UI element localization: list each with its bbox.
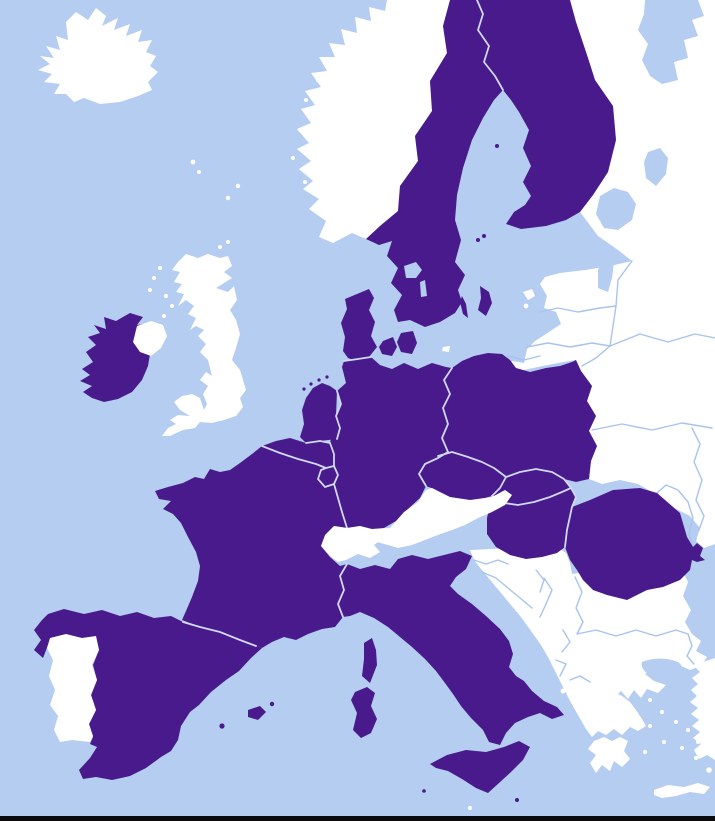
island-crete (654, 783, 710, 798)
country-germany (330, 357, 452, 530)
country-switzerland (321, 526, 386, 562)
country-italy (338, 551, 564, 745)
country-austria (370, 488, 512, 548)
country-iceland (38, 8, 158, 104)
country-portugal (47, 634, 99, 742)
country-luxembourg (318, 466, 338, 487)
island-sicily (430, 741, 530, 793)
country-belgium (262, 438, 334, 468)
country-czechia (419, 452, 506, 501)
country-romania (565, 488, 705, 600)
lake-vattern (420, 280, 427, 297)
region-peloponnese (588, 737, 630, 773)
islands-gotland-oland (460, 286, 492, 318)
lakes-and-seas (404, 0, 704, 677)
country-northern-ireland (133, 321, 167, 356)
borders-non-highlighted (473, 260, 715, 683)
lake-ladoga (596, 188, 636, 230)
landmass-balkans (470, 546, 707, 737)
country-sweden (366, 0, 503, 327)
white-island-specks (148, 14, 712, 810)
islands-balearic (219, 701, 275, 729)
country-poland (442, 353, 597, 482)
island-corsica (362, 638, 377, 683)
country-netherlands (300, 383, 340, 443)
lake-peipus (598, 258, 614, 292)
country-hungary (487, 488, 576, 559)
country-france (155, 446, 347, 648)
sea-of-marmara (641, 658, 682, 677)
country-united-kingdom (162, 254, 246, 436)
country-norway (297, 0, 450, 243)
white-sea (638, 0, 704, 84)
purple-island-specks (302, 144, 519, 802)
country-denmark (341, 289, 417, 362)
borders-highlighted (182, 0, 577, 647)
lake-onega (644, 148, 668, 186)
country-spain (34, 609, 262, 780)
island-sardinia (351, 687, 377, 738)
lake-vanern (404, 262, 422, 278)
country-turkey (690, 658, 715, 760)
country-finland (477, 0, 616, 229)
bottom-frame-bar (0, 816, 715, 821)
